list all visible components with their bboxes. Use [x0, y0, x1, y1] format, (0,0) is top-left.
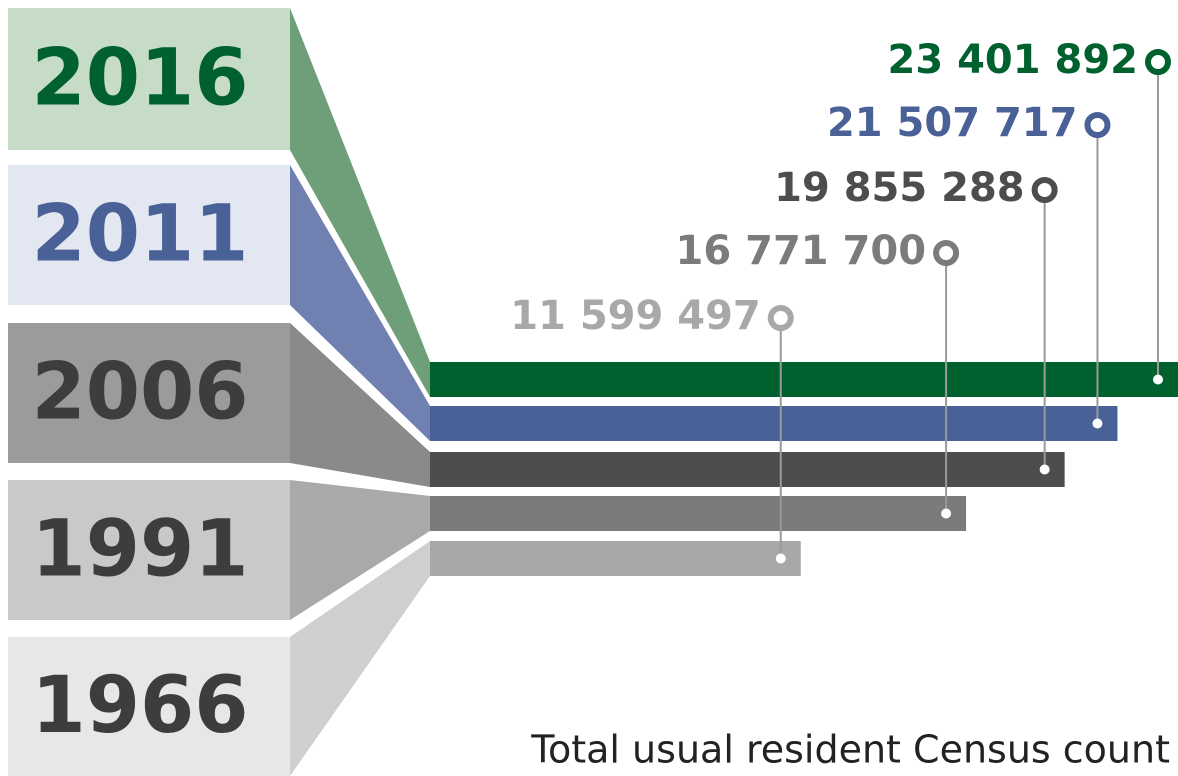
label-marker: [1031, 177, 1058, 203]
bar-dot: [1153, 374, 1163, 385]
bar-dot: [1092, 418, 1103, 429]
category-box: [8, 8, 290, 150]
label-marker: [933, 240, 960, 266]
label-marker: [1145, 49, 1171, 75]
value-label: 21 507 717: [827, 100, 1078, 146]
bar: [430, 406, 1118, 441]
funnel: [290, 480, 430, 620]
category-label: 2016: [31, 33, 248, 123]
category-label: 2006: [31, 347, 248, 437]
funnel: [290, 8, 430, 397]
category-label: 1966: [31, 661, 248, 751]
category-box: [8, 323, 290, 463]
category-label: 1991: [31, 504, 248, 594]
bar: [430, 452, 1065, 487]
category-box: [8, 480, 290, 620]
label-marker: [1084, 112, 1111, 138]
funnel: [290, 541, 430, 776]
bar: [430, 541, 801, 576]
bar: [430, 362, 1178, 397]
category-label: 2011: [31, 189, 248, 279]
bar-dot: [941, 508, 952, 519]
category-box: [8, 165, 290, 305]
value-label: 23 401 892: [887, 37, 1138, 83]
funnel: [290, 165, 430, 441]
bar-dot: [775, 553, 786, 564]
funnel: [290, 323, 430, 487]
value-label: 11 599 497: [510, 293, 761, 339]
value-label: 16 771 700: [676, 228, 927, 274]
category-box: [8, 637, 290, 776]
label-marker: [767, 305, 794, 331]
caption: Total usual resident Census count: [530, 728, 1170, 772]
bar: [430, 496, 967, 531]
value-label: 19 855 288: [774, 165, 1025, 211]
bar-dot: [1039, 464, 1050, 475]
